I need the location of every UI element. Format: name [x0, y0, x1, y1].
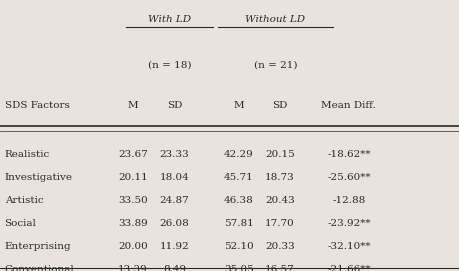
Text: SD: SD: [272, 101, 288, 110]
Text: SDS Factors: SDS Factors: [5, 101, 69, 110]
Text: 20.15: 20.15: [265, 150, 295, 159]
Text: (n = 18): (n = 18): [148, 60, 191, 70]
Text: 52.10: 52.10: [224, 242, 253, 251]
Text: 35.05: 35.05: [224, 265, 253, 271]
Text: -32.10**: -32.10**: [327, 242, 370, 251]
Text: M: M: [233, 101, 244, 110]
Text: Enterprising: Enterprising: [5, 242, 71, 251]
Text: (n = 21): (n = 21): [254, 60, 297, 70]
Text: 20.43: 20.43: [265, 196, 295, 205]
Text: With LD: With LD: [148, 15, 191, 24]
Text: -23.92**: -23.92**: [327, 219, 370, 228]
Text: SD: SD: [167, 101, 182, 110]
Text: 26.08: 26.08: [160, 219, 189, 228]
Text: 8.49: 8.49: [163, 265, 186, 271]
Text: 42.29: 42.29: [224, 150, 253, 159]
Text: 18.04: 18.04: [160, 173, 189, 182]
Text: M: M: [128, 101, 139, 110]
Text: Conventional: Conventional: [5, 265, 74, 271]
Text: 17.70: 17.70: [265, 219, 295, 228]
Text: 23.67: 23.67: [118, 150, 148, 159]
Text: 18.73: 18.73: [265, 173, 295, 182]
Text: 23.33: 23.33: [160, 150, 189, 159]
Text: 46.38: 46.38: [224, 196, 253, 205]
Text: Social: Social: [5, 219, 36, 228]
Text: -21.66**: -21.66**: [327, 265, 370, 271]
Text: 45.71: 45.71: [224, 173, 253, 182]
Text: 20.11: 20.11: [118, 173, 148, 182]
Text: -18.62**: -18.62**: [327, 150, 370, 159]
Text: 20.33: 20.33: [265, 242, 295, 251]
Text: 24.87: 24.87: [160, 196, 189, 205]
Text: 20.00: 20.00: [118, 242, 148, 251]
Text: 11.92: 11.92: [160, 242, 189, 251]
Text: Artistic: Artistic: [5, 196, 43, 205]
Text: 57.81: 57.81: [224, 219, 253, 228]
Text: Investigative: Investigative: [5, 173, 73, 182]
Text: 33.50: 33.50: [118, 196, 148, 205]
Text: -12.88: -12.88: [332, 196, 365, 205]
Text: 33.89: 33.89: [118, 219, 148, 228]
Text: 13.39: 13.39: [118, 265, 148, 271]
Text: 16.57: 16.57: [265, 265, 295, 271]
Text: -25.60**: -25.60**: [327, 173, 370, 182]
Text: Mean Diff.: Mean Diff.: [321, 101, 376, 110]
Text: Without LD: Without LD: [246, 15, 305, 24]
Text: Realistic: Realistic: [5, 150, 50, 159]
